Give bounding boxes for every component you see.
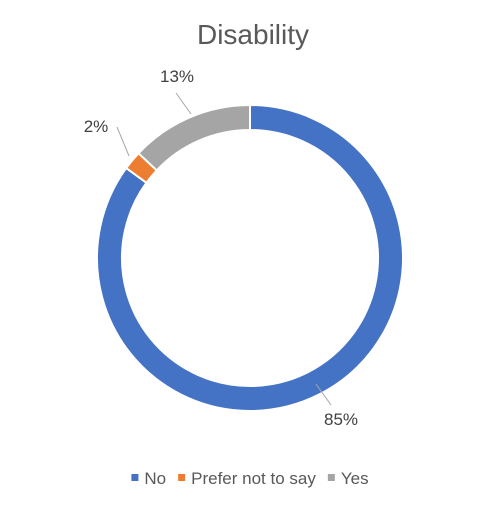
legend-item-yes: Yes <box>327 469 369 488</box>
slice-yes <box>137 103 251 172</box>
leader-lines-group <box>116 92 332 406</box>
leader-line-prefer-not-to-say <box>116 126 130 157</box>
slices-group <box>96 103 404 412</box>
legend-label-prefer-not-to-say: Prefer not to say <box>191 469 316 488</box>
legend-swatch-yes <box>327 474 335 481</box>
data-labels-group: 85% 2% 13% <box>84 67 358 429</box>
slice-no <box>96 103 404 412</box>
legend-swatch-prefer-not-to-say <box>178 474 186 481</box>
chart-title: Disability <box>197 19 309 50</box>
legend-item-prefer-not-to-say: Prefer not to say <box>178 469 316 488</box>
legend-label-no: No <box>144 469 166 488</box>
legend-label-yes: Yes <box>341 469 369 488</box>
legend-swatch-no <box>131 474 139 481</box>
legend: No Prefer not to say Yes <box>131 469 369 488</box>
legend-item-no: No <box>131 469 166 488</box>
data-label-no: 85% <box>324 410 358 429</box>
data-label-prefer-not-to-say: 2% <box>84 117 109 136</box>
leader-line-no <box>315 383 332 406</box>
leader-line-yes <box>175 92 192 115</box>
data-label-yes: 13% <box>160 67 194 86</box>
